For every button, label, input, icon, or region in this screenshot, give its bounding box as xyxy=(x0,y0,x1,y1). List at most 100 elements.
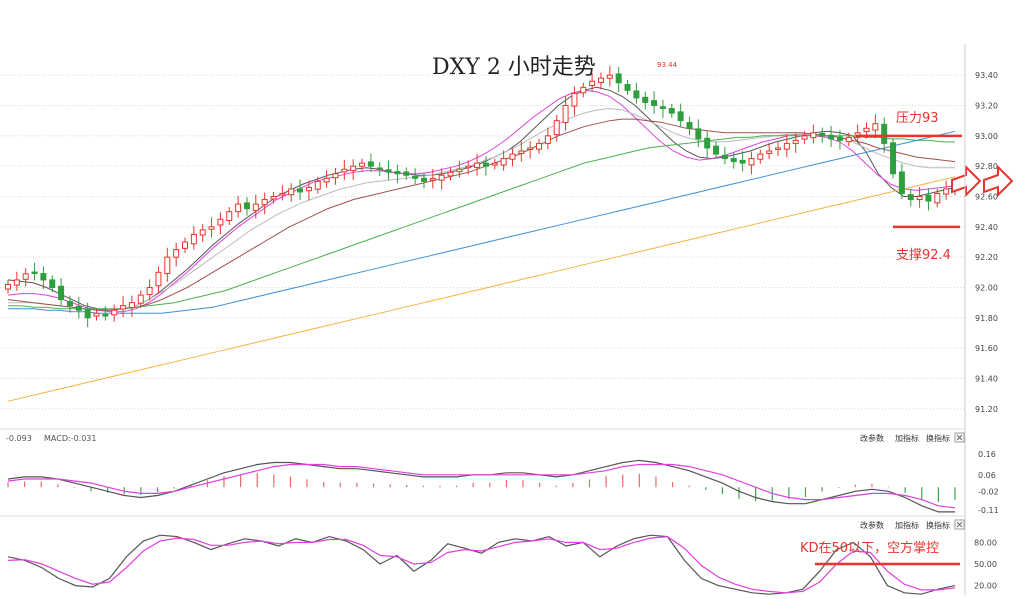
macd-tick-label: -0.11 xyxy=(978,506,999,515)
candle-down xyxy=(881,123,888,144)
kd-tick-label: 20.00 xyxy=(974,582,997,591)
price-tick-label: 92.00 xyxy=(975,284,998,293)
candle-up xyxy=(190,233,197,245)
candle-up xyxy=(111,309,118,316)
price-tick-label: 91.80 xyxy=(975,314,998,323)
price-tick-label: 92.20 xyxy=(975,253,998,262)
resistance-label: 压力93 xyxy=(896,111,939,126)
candle-up xyxy=(757,153,764,160)
candle-down xyxy=(394,171,401,175)
direction-arrows xyxy=(951,164,1014,198)
arrow-right-1 xyxy=(951,164,982,198)
candle-up xyxy=(562,105,569,123)
candlesticks xyxy=(5,65,958,328)
candle-up xyxy=(359,162,366,167)
ma-line-3 xyxy=(8,107,955,311)
candle-down xyxy=(659,106,666,110)
candle-down xyxy=(836,136,843,141)
candle-down xyxy=(243,202,250,210)
chart-title: DXY 2 小时走势 xyxy=(432,55,596,80)
candle-up xyxy=(323,177,330,183)
kd-tick-label: 80.00 xyxy=(974,538,997,547)
candle-down xyxy=(420,177,427,182)
candle-up xyxy=(226,211,233,221)
candle-down xyxy=(49,279,56,288)
candle-down xyxy=(75,305,82,311)
candle-down xyxy=(739,159,746,164)
macd-tick-label: 0.16 xyxy=(978,450,996,459)
candle-up xyxy=(164,256,171,275)
toolbar-button[interactable]: 加指标 xyxy=(895,433,919,443)
candle-up xyxy=(13,279,20,286)
candle-down xyxy=(898,171,905,194)
macd-axis: 0.16 0.06 -0.02 -0.11 xyxy=(978,450,999,515)
ma-line-1 xyxy=(7,86,956,311)
price-tick-label: 92.80 xyxy=(975,162,998,171)
candle-up xyxy=(580,86,587,94)
candle-up xyxy=(845,136,852,143)
toolbar-button[interactable]: 换指标 xyxy=(926,433,950,443)
candle-up xyxy=(792,139,799,144)
candle-down xyxy=(31,271,38,275)
candle-down xyxy=(677,111,684,122)
candle-up xyxy=(279,192,286,196)
candle-up xyxy=(217,218,224,226)
candle-down xyxy=(615,73,622,84)
moving-average-lines xyxy=(7,86,956,402)
candle-down xyxy=(84,309,91,319)
kd-d-line xyxy=(7,535,956,594)
candle-up xyxy=(916,196,923,201)
candle-up xyxy=(146,287,153,295)
price-tick-label: 91.20 xyxy=(975,405,998,414)
candle-up xyxy=(438,174,445,181)
candle-up xyxy=(208,226,215,230)
toolbar-button[interactable]: 改参数 xyxy=(860,433,884,443)
candle-down xyxy=(730,158,737,163)
candle-down xyxy=(828,134,835,140)
price-tick-label: 91.60 xyxy=(975,344,998,353)
macd-dea-line xyxy=(7,463,956,509)
price-tick-label: 93.00 xyxy=(975,132,998,141)
candle-down xyxy=(642,96,649,103)
candle-down xyxy=(102,313,109,317)
candle-up xyxy=(553,120,560,136)
candle-down xyxy=(819,132,826,137)
candle-up xyxy=(155,271,162,287)
candle-up xyxy=(872,123,879,131)
candle-up xyxy=(447,171,454,177)
price-tick-label: 92.40 xyxy=(975,223,998,232)
candle-up xyxy=(509,153,516,160)
candle-up xyxy=(182,241,189,249)
toolbar-button[interactable]: 加指标 xyxy=(895,520,919,530)
candle-up xyxy=(22,273,29,280)
candle-up xyxy=(863,127,870,133)
candle-up xyxy=(270,196,277,200)
high-price-tag: 93.44 xyxy=(657,61,678,69)
price-axis: 93.40 93.20 93.00 92.80 92.60 92.40 92.20 92.00… xyxy=(975,71,998,414)
arrow-right-2 xyxy=(983,164,1014,198)
candle-up xyxy=(810,132,817,139)
candle-up xyxy=(173,249,180,258)
candle-up xyxy=(252,203,259,211)
candle-up xyxy=(128,302,135,309)
candle-up xyxy=(341,168,348,173)
candle-down xyxy=(367,161,374,167)
close-icon-cross xyxy=(956,521,963,528)
candle-down xyxy=(890,142,897,175)
kd-panel xyxy=(7,534,960,595)
price-tick-label: 92.60 xyxy=(975,193,998,202)
candle-up xyxy=(518,150,525,154)
candle-down xyxy=(40,273,47,281)
candle-up xyxy=(597,77,604,83)
toolbar-button[interactable]: 改参数 xyxy=(860,520,884,530)
macd-header: -0.093 MACD:-0.031 xyxy=(6,434,96,443)
ma-line-6 xyxy=(8,130,956,314)
candle-down xyxy=(668,108,675,114)
support-resistance-annotations: 压力93 支撑92.4 xyxy=(856,111,962,263)
candle-down xyxy=(482,162,489,167)
candle-down xyxy=(651,100,658,107)
price-tick-label: 91.40 xyxy=(975,375,998,384)
toolbar-button[interactable]: 换指标 xyxy=(926,520,950,530)
candle-up xyxy=(943,188,950,195)
macd-tick-label: -0.02 xyxy=(978,487,999,496)
